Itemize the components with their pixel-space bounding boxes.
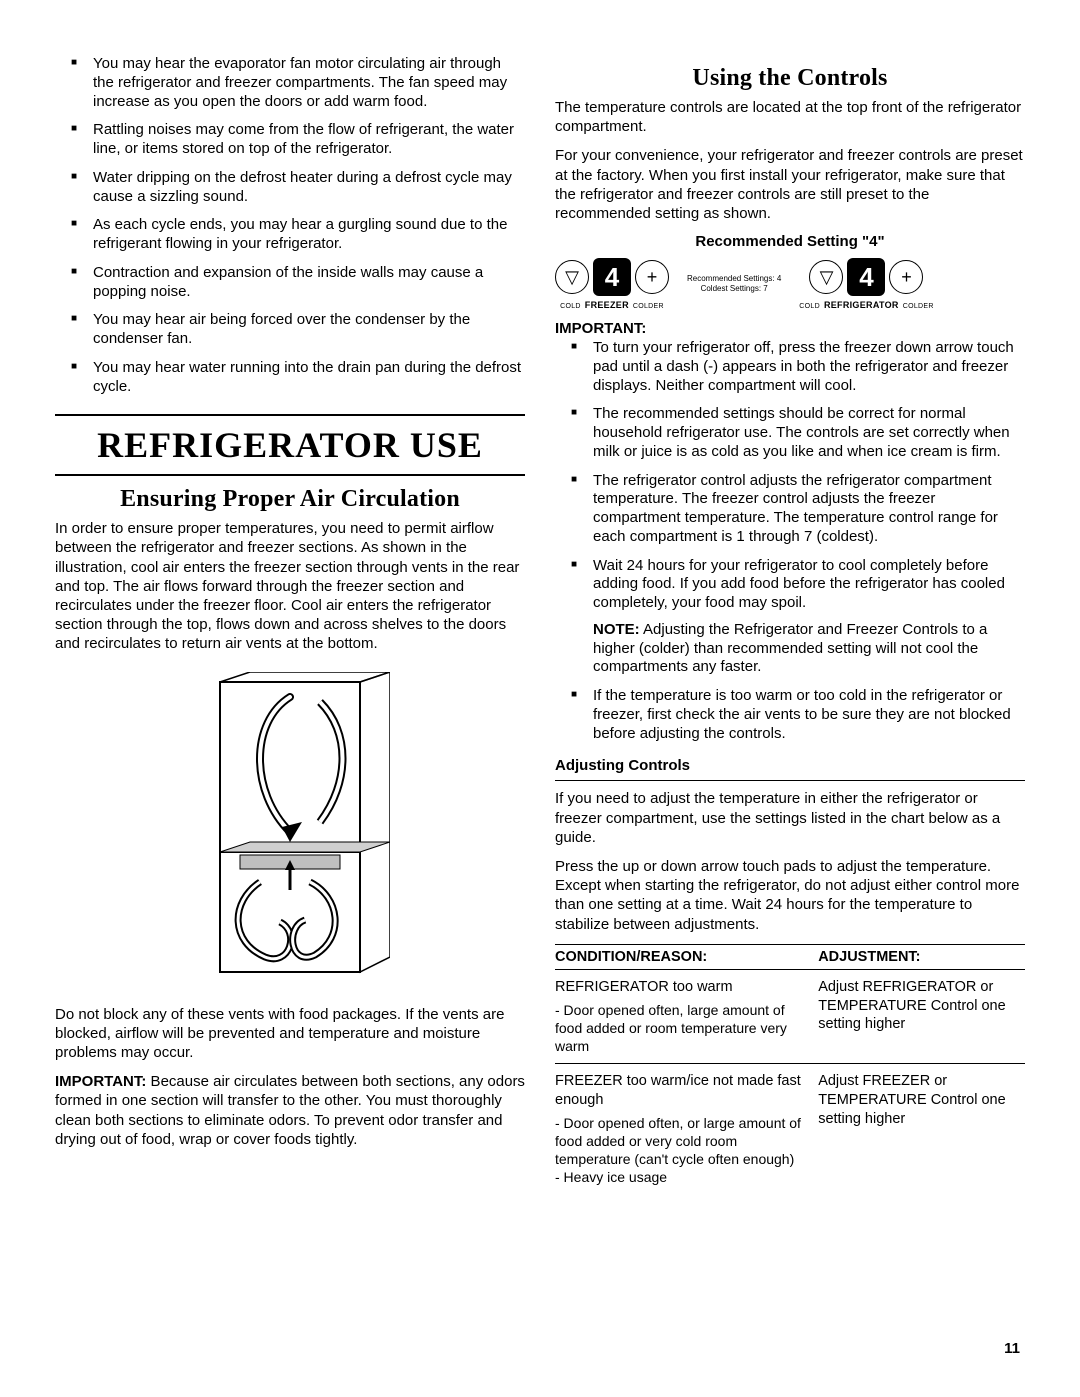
adjustment-cell: Adjust REFRIGERATOR or TEMPERATURE Contr… <box>818 969 1025 1063</box>
refrigerator-control: ▽ 4 + COLD REFRIGERATOR COLDER <box>799 258 933 310</box>
list-item: As each cycle ends, you may hear a gurgl… <box>55 216 525 254</box>
divider <box>55 474 525 476</box>
table-header: ADJUSTMENT: <box>818 944 1025 969</box>
list-item: Wait 24 hours for your refrigerator to c… <box>555 557 1025 678</box>
list-item: The refrigerator control adjusts the ref… <box>555 472 1025 547</box>
body-text: Press the up or down arrow touch pads to… <box>555 857 1025 934</box>
body-text: The temperature controls are located at … <box>555 98 1025 136</box>
main-title: REFRIGERATOR USE <box>55 424 525 466</box>
list-item: To turn your refrigerator off, press the… <box>555 339 1025 395</box>
recommended-text: Recommended Settings: 4 Coldest Settings… <box>687 274 781 294</box>
plus-icon: + <box>889 260 923 294</box>
colder-label: COLDER <box>903 303 934 310</box>
setting-digit: 4 <box>593 258 631 296</box>
page-number: 11 <box>1004 1340 1020 1357</box>
note-label: NOTE: <box>593 621 640 638</box>
freezer-label: FREEZER <box>585 300 629 310</box>
condition-sub: - Door opened often, or large amount of … <box>555 1114 812 1187</box>
condition-main: REFRIGERATOR too warm <box>555 978 812 997</box>
cold-label: COLD <box>799 303 820 310</box>
right-column: Using the Controls The temperature contr… <box>555 55 1025 1195</box>
down-arrow-icon: ▽ <box>555 260 589 294</box>
divider <box>555 780 1025 781</box>
cold-label: COLD <box>560 303 581 310</box>
left-column: You may hear the evaporator fan motor ci… <box>55 55 525 1195</box>
plus-icon: + <box>635 260 669 294</box>
list-item: You may hear the evaporator fan motor ci… <box>55 55 525 111</box>
divider <box>55 414 525 416</box>
freezer-control: ▽ 4 + COLD FREEZER COLDER <box>555 258 669 310</box>
colder-label: COLDER <box>633 303 664 310</box>
important-list: To turn your refrigerator off, press the… <box>555 339 1025 743</box>
table-row: REFRIGERATOR too warm - Door opened ofte… <box>555 969 1025 1063</box>
adjusting-controls-heading: Adjusting Controls <box>555 757 1025 774</box>
important-note: IMPORTANT: Because air circulates betwee… <box>55 1072 525 1149</box>
list-item: Rattling noises may come from the flow o… <box>55 121 525 159</box>
body-text: If you need to adjust the temperature in… <box>555 789 1025 847</box>
list-item: You may hear water running into the drai… <box>55 359 525 397</box>
controls-diagram: ▽ 4 + COLD FREEZER COLDER Recommended Se… <box>555 258 1025 310</box>
down-arrow-icon: ▽ <box>809 260 843 294</box>
body-text: Do not block any of these vents with foo… <box>55 1005 525 1063</box>
list-item: Contraction and expansion of the inside … <box>55 264 525 302</box>
airflow-diagram <box>190 672 390 987</box>
list-item: If the temperature is too warm or too co… <box>555 687 1025 743</box>
condition-main: FREEZER too warm/ice not made fast enoug… <box>555 1072 812 1110</box>
adjustment-table: CONDITION/REASON: ADJUSTMENT: REFRIGERAT… <box>555 944 1025 1195</box>
section-heading: Ensuring Proper Air Circulation <box>55 486 525 513</box>
table-row: FREEZER too warm/ice not made fast enoug… <box>555 1064 1025 1195</box>
recommended-setting-label: Recommended Setting "4" <box>555 233 1025 250</box>
body-text: For your convenience, your refrigerator … <box>555 146 1025 223</box>
sounds-list: You may hear the evaporator fan motor ci… <box>55 55 525 396</box>
table-header: CONDITION/REASON: <box>555 944 818 969</box>
note-text: Adjusting the Refrigerator and Freezer C… <box>593 621 987 676</box>
list-item: The recommended settings should be corre… <box>555 405 1025 461</box>
important-label: IMPORTANT: <box>55 1073 146 1090</box>
important-label: IMPORTANT: <box>555 320 1025 337</box>
list-item: You may hear air being forced over the c… <box>55 311 525 349</box>
setting-digit: 4 <box>847 258 885 296</box>
adjustment-cell: Adjust FREEZER or TEMPERATURE Control on… <box>818 1064 1025 1195</box>
body-text: In order to ensure proper temperatures, … <box>55 519 525 653</box>
list-item: Water dripping on the defrost heater dur… <box>55 169 525 207</box>
condition-sub: - Door opened often, large amount of foo… <box>555 1001 812 1056</box>
section-heading: Using the Controls <box>555 65 1025 92</box>
refrigerator-label: REFRIGERATOR <box>824 300 899 310</box>
